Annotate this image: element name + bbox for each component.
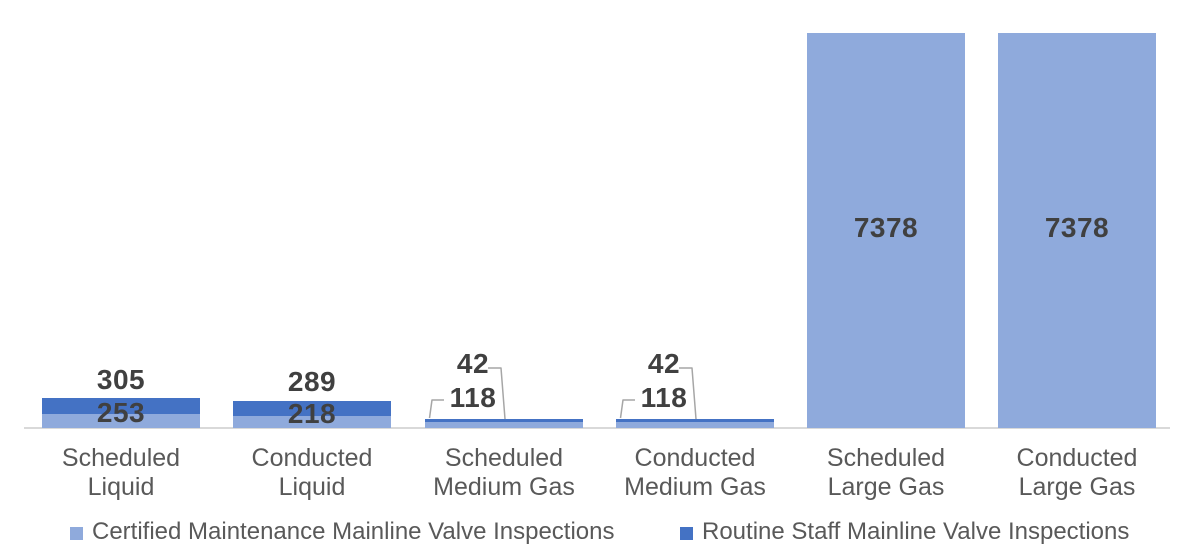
bar-scheduled-large-gas: [807, 33, 965, 428]
bar-group-scheduled-liquid: 305 253: [26, 0, 216, 428]
bar-scheduled-medium-gas: [425, 419, 583, 428]
segment-routine-staff: [425, 419, 583, 422]
bar-group-scheduled-large-gas: 7378: [791, 0, 981, 428]
legend-label-certified: Certified Maintenance Mainline Valve Ins…: [92, 518, 615, 545]
category-label-conducted-liquid: Conducted Liquid: [251, 444, 373, 501]
category-label-scheduled-medium-gas: Scheduled Medium Gas: [433, 444, 575, 501]
value-label-certified-conducted-medium-gas: 118: [640, 382, 688, 413]
legend-item-routine-staff: Routine Staff Mainline Valve Inspections: [680, 517, 1129, 547]
value-label-certified-scheduled-liquid: 253: [96, 397, 146, 428]
legend-swatch-certified-icon: [70, 526, 83, 540]
bar-conducted-large-gas: [998, 33, 1156, 428]
category-label-conducted-large-gas: Conducted Large Gas: [1016, 444, 1138, 501]
legend-item-certified-maintenance: Certified Maintenance Mainline Valve Ins…: [70, 517, 615, 547]
segment-certified-maintenance: [425, 422, 583, 428]
segment-routine-staff: [233, 401, 391, 416]
segment-routine-staff: [42, 398, 200, 414]
segment-certified-maintenance: [42, 414, 200, 428]
segment-certified-maintenance: [807, 33, 965, 428]
bar-group-conducted-medium-gas: 42 118: [600, 0, 790, 428]
bar-conducted-medium-gas: [616, 419, 774, 428]
segment-routine-staff: [616, 419, 774, 422]
category-label-conducted-medium-gas: Conducted Medium Gas: [624, 444, 766, 501]
value-label-routine-conducted-medium-gas: 42: [647, 348, 681, 379]
value-label-certified-scheduled-large-gas: 7378: [853, 212, 919, 243]
bar-group-conducted-liquid: 289 218: [217, 0, 407, 428]
category-label-scheduled-large-gas: Scheduled Large Gas: [826, 444, 946, 501]
bar-conducted-liquid: [233, 401, 391, 428]
legend-label-routine: Routine Staff Mainline Valve Inspections: [702, 518, 1130, 545]
value-label-certified-conducted-large-gas: 7378: [1044, 212, 1110, 243]
category-label-scheduled-liquid: Scheduled Liquid: [61, 444, 181, 501]
x-axis-line: [24, 427, 1170, 429]
legend-swatch-routine-icon: [680, 526, 693, 540]
value-label-certified-scheduled-medium-gas: 118: [449, 382, 497, 413]
segment-certified-maintenance: [998, 33, 1156, 428]
segment-certified-maintenance: [233, 416, 391, 428]
value-label-routine-conducted-liquid: 289: [287, 366, 337, 397]
value-label-certified-conducted-liquid: 218: [287, 398, 337, 429]
bar-scheduled-liquid: [42, 398, 200, 428]
bar-group-conducted-large-gas: 7378: [982, 0, 1172, 428]
segment-certified-maintenance: [616, 422, 774, 428]
value-label-routine-scheduled-liquid: 305: [96, 364, 146, 395]
value-label-routine-scheduled-medium-gas: 42: [456, 348, 490, 379]
